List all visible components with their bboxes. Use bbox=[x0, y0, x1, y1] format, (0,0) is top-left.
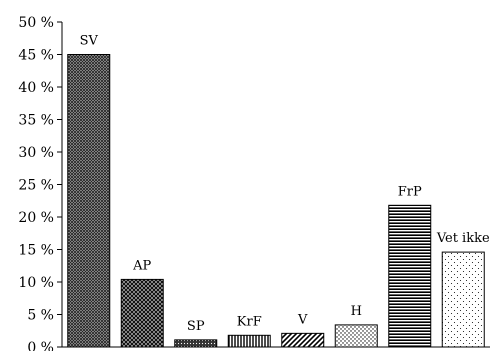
bars bbox=[67, 54, 485, 348]
y-tick-label: 40 % bbox=[18, 80, 54, 96]
data-label-krf: KrF bbox=[237, 314, 262, 329]
y-tick-label: 10 % bbox=[18, 275, 54, 291]
data-label-sp: SP bbox=[187, 319, 205, 334]
bar-krf bbox=[227, 334, 271, 348]
bar-h bbox=[334, 324, 378, 348]
y-tick-label: 25 % bbox=[18, 178, 54, 194]
bar-v bbox=[281, 332, 325, 348]
y-tick-label: 45 % bbox=[18, 48, 54, 64]
data-labels: SV AP SP KrF V H FrP Vet ikke bbox=[80, 34, 490, 334]
bar-ap bbox=[120, 278, 164, 348]
bar-sv bbox=[67, 54, 111, 348]
y-tick-label: 30 % bbox=[18, 145, 54, 161]
y-tick-label: 20 % bbox=[18, 210, 54, 226]
y-tick-label: 5 % bbox=[27, 308, 54, 324]
data-label-sv: SV bbox=[80, 34, 99, 49]
bar-vet-ikke bbox=[441, 251, 485, 348]
data-label-ap: AP bbox=[132, 258, 151, 273]
y-tick-label: 15 % bbox=[18, 243, 54, 259]
data-label-v: V bbox=[297, 312, 308, 327]
data-label-vet-ikke: Vet ikke bbox=[436, 231, 490, 246]
bar-frp bbox=[388, 204, 432, 348]
y-tick-label: 35 % bbox=[18, 113, 54, 129]
y-tick-label: 50 % bbox=[18, 15, 54, 31]
bar-sp bbox=[174, 339, 218, 348]
y-tick-label: 0 % bbox=[27, 340, 54, 351]
data-label-frp: FrP bbox=[398, 184, 422, 199]
data-label-h: H bbox=[351, 304, 362, 319]
y-axis-ticks: 0 % 5 % 10 % 15 % 20 % 25 % 30 % 35 % 40 % 45 % 50… bbox=[18, 15, 62, 351]
